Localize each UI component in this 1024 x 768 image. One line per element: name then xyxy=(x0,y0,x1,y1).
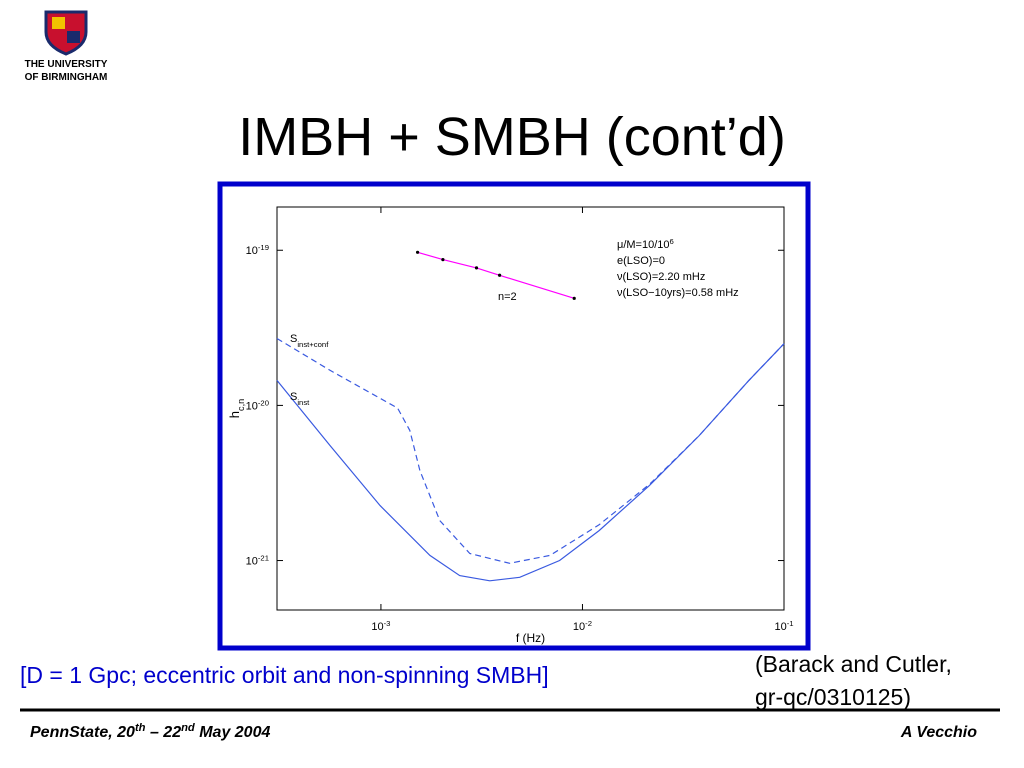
x-axis-label: f (Hz) xyxy=(516,631,545,645)
footer-left: PennState, 20th – 22nd May 2004 xyxy=(30,722,270,741)
logo: THE UNIVERSITY OF BIRMINGHAM xyxy=(25,10,108,83)
plot-area xyxy=(276,206,785,611)
series-marker xyxy=(474,266,479,270)
annotation: ν(LSO)=2.20 mHz xyxy=(617,271,705,283)
crest-quarter xyxy=(52,17,65,29)
series-line xyxy=(276,343,785,582)
annotation: e(LSO)=0 xyxy=(617,255,665,267)
series-marker xyxy=(415,250,420,254)
citation: gr-qc/0310125) xyxy=(755,684,911,710)
crest-quarter xyxy=(67,31,80,43)
x-tick-label: 10-3 xyxy=(371,619,390,634)
y-tick-label: 10-20 xyxy=(246,398,269,413)
series-marker xyxy=(572,296,576,300)
series-label: Sinst+conf xyxy=(290,333,329,349)
slide-title: IMBH + SMBH (cont’d) xyxy=(238,107,786,167)
logo-text: OF BIRMINGHAM xyxy=(25,72,108,83)
x-tick-label: 10-1 xyxy=(774,619,793,634)
series-label: n=2 xyxy=(498,291,517,303)
caption: [D = 1 Gpc; eccentric orbit and non-spin… xyxy=(20,662,549,688)
annotation: ν(LSO−10yrs)=0.58 mHz xyxy=(617,287,739,299)
logo-text: THE UNIVERSITY xyxy=(25,59,108,70)
annotation: μ/M=10/106 xyxy=(617,237,674,252)
series-marker xyxy=(441,258,445,262)
series-line xyxy=(276,337,785,564)
y-axis-label: hc,n xyxy=(227,399,246,418)
chart: 10-3 10-2 10-1 10-21 10-20 10-19 f (Hz) hc,n Sin… xyxy=(227,206,794,645)
series-label: Sinst xyxy=(290,391,310,407)
footer-right: A Vecchio xyxy=(900,724,977,741)
y-tick-label: 10-19 xyxy=(246,243,269,257)
citation: (Barack and Cutler, xyxy=(755,651,952,677)
y-tick-label: 10-21 xyxy=(246,553,269,568)
series-marker xyxy=(498,273,502,277)
x-tick-label: 10-2 xyxy=(573,619,592,634)
